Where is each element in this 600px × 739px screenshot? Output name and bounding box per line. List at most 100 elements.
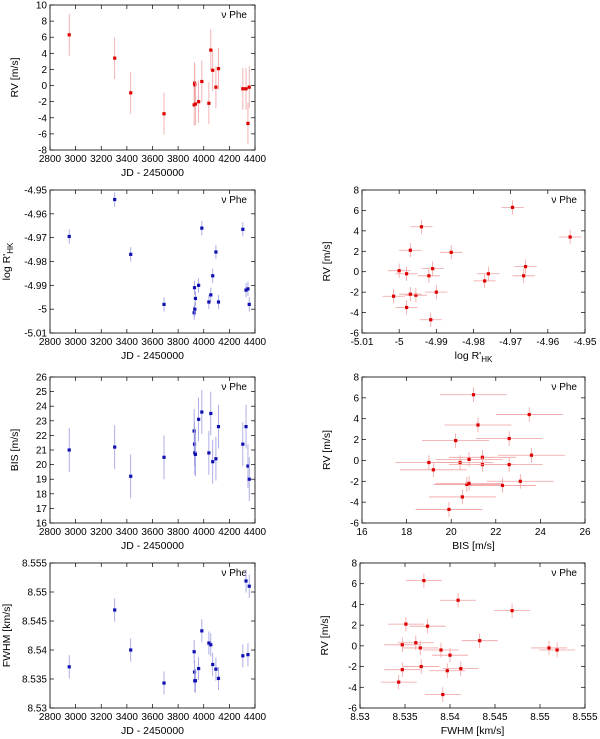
data-point [129,247,133,262]
data-point [419,312,442,327]
data-point [395,266,418,281]
y-tick-label: 8.53 [28,704,48,715]
y-axis-label-text: RV [m/s] [9,57,21,97]
point-marker [113,197,117,202]
x-tick-label: 16 [356,527,368,538]
panel-rv-vs-logrhk: -5.01 -5 -4.99 -4.98 -4.97 -4.96 -4.95 -6 -4 -2 0 2… [321,186,597,365]
point-marker [162,112,166,116]
data-point [162,297,166,312]
x-tick-label: 2800 [39,712,62,723]
y-tick-label: 8 [353,186,359,197]
y-tick-label: -2 [350,477,359,488]
point-marker [441,692,445,697]
plot-frame [49,562,256,709]
data-point [193,291,198,306]
y-tick-label: 4 [41,49,47,60]
point-marker [129,252,133,256]
y-tick-label: -4.96 [24,209,47,220]
point-marker [431,468,435,472]
point-marker [193,307,197,311]
data-point [216,666,221,691]
x-axis-label: JD - 2450000 [121,540,184,552]
point-marker [456,598,460,602]
point-marker [408,292,412,296]
data-point [214,657,218,681]
x-tick-label: 3600 [141,337,164,348]
data-point [440,245,463,260]
data-point [473,273,496,289]
x-tick-label: -4.98 [462,337,485,348]
point-marker [214,250,218,254]
x-tick-label: 8.55 [530,712,550,723]
y-tick-label: 26 [36,373,48,384]
x-tick-label: 4400 [244,337,267,348]
data-point [444,417,512,433]
star-label: ν Phe [221,10,247,21]
y-tick-label: 8 [353,373,359,384]
point-marker [414,293,418,297]
point-marker [431,267,435,271]
point-marker [241,87,245,91]
point-marker [211,274,215,278]
point-marker [207,101,211,105]
y-axis-label: FWHM [km/s] [1,604,13,668]
point-marker [419,225,424,229]
data-point [209,29,213,72]
data-point [415,502,483,517]
data-point [67,655,71,679]
point-marker [419,664,423,669]
data-point [113,425,117,469]
x-tick-label: 2800 [39,527,62,538]
x-tick-label: 8.545 [482,712,507,723]
data-point [531,640,567,656]
data-point [469,478,536,493]
data-point [129,71,133,114]
data-point [211,439,215,484]
data-point [498,447,565,463]
x-tick-label: 8.54 [440,712,460,723]
y-tick-label: 2 [41,65,47,76]
x-tick-label: -4.99 [425,337,448,348]
data-point [402,640,439,656]
x-axis-label-text: log R' [455,350,482,362]
y-tick-label: -2 [348,662,357,673]
y-axis-label-text: BIS [m/s] [9,429,21,472]
y-tick-label: -5 [38,305,47,316]
data-point [129,638,133,662]
data-point [214,436,218,481]
point-marker [211,662,215,667]
y-tick-label: 0 [351,641,357,652]
y-axis-label: RV [m/s] [321,430,333,470]
y-tick-label: 8 [351,559,357,570]
data-point [216,404,221,449]
x-axis-label-text: JD - 2450000 [121,167,184,179]
x-tick-label: -4.95 [574,337,597,348]
data-point [424,687,461,702]
x-tick-label: 3800 [167,154,190,165]
y-tick-label: 0 [41,81,47,92]
x-axis-label: FWHM [km/s] [441,725,505,737]
point-marker [429,318,433,322]
y-tick-label: 16 [36,519,48,530]
point-marker [518,479,522,483]
data-point [244,67,248,110]
data-point [211,49,215,92]
y-axis-label: RV [m/s] [319,615,331,655]
x-tick-label: 4200 [218,337,241,348]
x-tick-label: 3600 [141,527,164,538]
y-tick-label: -6 [38,129,47,140]
point-marker [246,287,250,291]
data-point [162,435,166,480]
y-tick-label: -6 [350,519,359,530]
data-point [380,674,417,690]
data-point [409,618,446,634]
data-point [207,431,211,475]
y-axis-label: RV [m/s] [321,241,333,281]
point-marker [427,460,431,465]
y-tick-label: 8.55 [28,588,48,599]
panel-rv-vs-time: 2800 3000 3200 3400 3600 3800 4000 4200 4400 -8 -6… [9,1,267,180]
point-marker [129,474,133,478]
x-tick-label: 3200 [90,712,113,723]
data-point [440,387,507,403]
point-marker [449,250,453,254]
